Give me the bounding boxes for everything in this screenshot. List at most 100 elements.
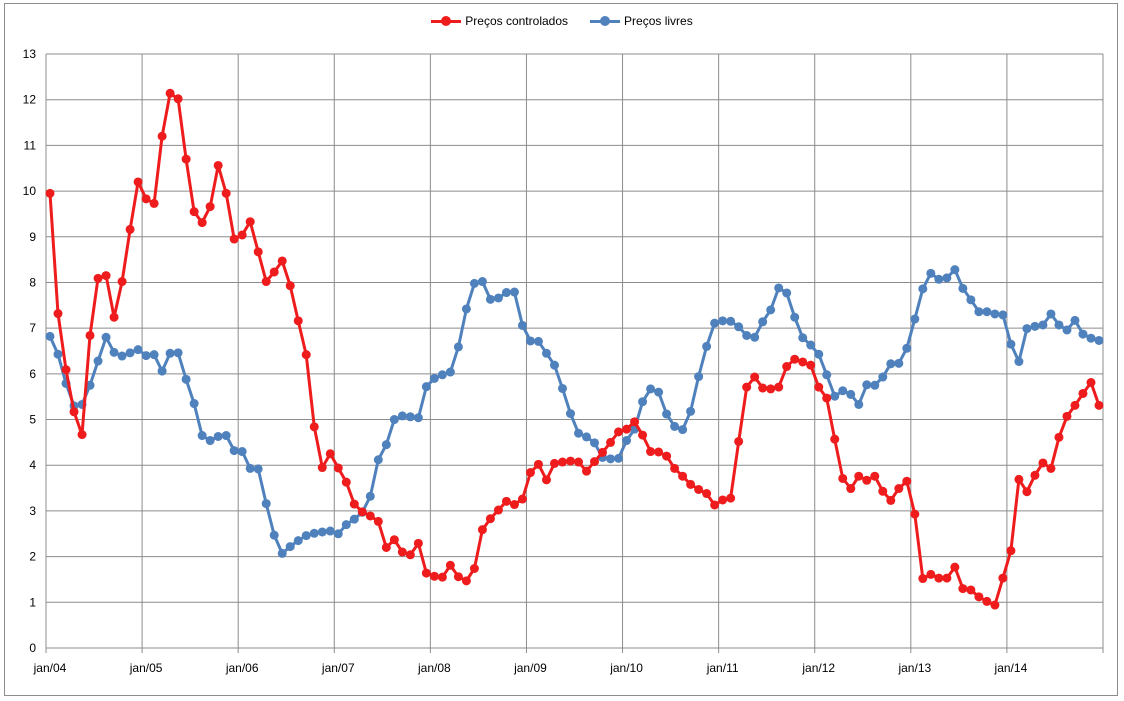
data-point-controlados bbox=[622, 424, 632, 434]
data-point-controlados bbox=[630, 417, 640, 427]
data-point-livres bbox=[445, 367, 455, 377]
data-point-controlados bbox=[654, 447, 664, 457]
y-tick-label: 11 bbox=[24, 138, 37, 152]
data-point-livres bbox=[501, 288, 511, 298]
data-point-livres bbox=[782, 288, 792, 298]
data-point-controlados bbox=[493, 505, 503, 515]
data-point-controlados bbox=[373, 516, 383, 526]
data-point-controlados bbox=[397, 547, 407, 557]
y-tick-label: 5 bbox=[29, 413, 36, 427]
y-tick-label: 2 bbox=[29, 550, 36, 564]
data-point-controlados bbox=[606, 437, 616, 447]
legend: Preços controlados Preços livres bbox=[0, 14, 1124, 28]
data-point-controlados bbox=[950, 562, 960, 572]
data-point-controlados bbox=[806, 360, 816, 370]
data-point-livres bbox=[974, 307, 984, 317]
data-point-controlados bbox=[45, 188, 55, 198]
data-point-livres bbox=[990, 309, 1000, 319]
data-point-livres bbox=[285, 542, 295, 552]
data-point-controlados bbox=[1006, 546, 1016, 556]
y-tick-label: 3 bbox=[29, 504, 36, 518]
data-point-livres bbox=[654, 387, 664, 397]
data-point-livres bbox=[934, 274, 944, 284]
data-point-livres bbox=[1022, 324, 1032, 334]
data-point-livres bbox=[926, 268, 936, 278]
x-tick-label: jan/05 bbox=[129, 661, 163, 675]
data-point-livres bbox=[53, 349, 63, 359]
data-point-livres bbox=[117, 351, 127, 361]
data-point-livres bbox=[670, 421, 680, 431]
x-tick-label: jan/07 bbox=[321, 661, 355, 675]
data-point-livres bbox=[646, 384, 656, 394]
y-tick-label: 8 bbox=[29, 275, 36, 289]
data-point-controlados bbox=[93, 273, 103, 283]
data-point-livres bbox=[165, 348, 175, 358]
data-point-controlados bbox=[413, 538, 423, 548]
data-point-livres bbox=[798, 333, 808, 343]
data-point-controlados bbox=[854, 471, 864, 481]
data-point-livres bbox=[758, 317, 768, 327]
data-point-livres bbox=[790, 312, 800, 322]
data-point-livres bbox=[1054, 320, 1064, 330]
data-point-controlados bbox=[822, 393, 832, 403]
data-point-livres bbox=[614, 453, 624, 463]
data-point-controlados bbox=[662, 451, 672, 461]
data-point-livres bbox=[101, 332, 111, 342]
data-point-livres bbox=[1006, 339, 1016, 349]
data-point-controlados bbox=[117, 277, 127, 287]
data-point-livres bbox=[950, 265, 960, 275]
data-point-livres bbox=[325, 526, 335, 536]
data-point-controlados bbox=[694, 484, 704, 494]
data-point-controlados bbox=[381, 542, 391, 552]
data-point-livres bbox=[830, 391, 840, 401]
data-point-controlados bbox=[149, 198, 159, 208]
data-point-livres bbox=[806, 340, 816, 350]
data-point-livres bbox=[966, 295, 976, 305]
data-point-livres bbox=[381, 440, 391, 450]
data-point-controlados bbox=[69, 407, 79, 417]
data-point-controlados bbox=[750, 372, 760, 382]
data-point-controlados bbox=[878, 486, 888, 496]
data-point-livres bbox=[333, 529, 343, 539]
data-point-livres bbox=[205, 436, 215, 446]
data-point-controlados bbox=[517, 494, 527, 504]
data-point-livres bbox=[694, 372, 704, 382]
data-point-controlados bbox=[966, 585, 976, 595]
data-point-livres bbox=[541, 348, 551, 358]
data-point-controlados bbox=[838, 473, 848, 483]
data-point-controlados bbox=[902, 476, 912, 486]
data-point-livres bbox=[469, 278, 479, 288]
data-point-livres bbox=[549, 360, 559, 370]
data-point-livres bbox=[814, 349, 824, 359]
data-point-controlados bbox=[918, 574, 928, 584]
data-point-controlados bbox=[405, 550, 415, 560]
data-point-controlados bbox=[790, 354, 800, 364]
data-point-livres bbox=[886, 359, 896, 369]
data-point-controlados bbox=[1054, 432, 1064, 442]
data-point-livres bbox=[1038, 320, 1048, 330]
data-point-livres bbox=[405, 412, 415, 422]
data-point-livres bbox=[822, 370, 832, 380]
data-point-controlados bbox=[53, 309, 63, 319]
y-tick-label: 13 bbox=[23, 47, 37, 61]
data-point-livres bbox=[854, 399, 864, 409]
data-point-controlados bbox=[910, 509, 920, 519]
data-point-livres bbox=[590, 438, 600, 448]
x-tick-label: jan/04 bbox=[33, 661, 67, 675]
data-point-controlados bbox=[477, 525, 487, 535]
x-tick-label: jan/14 bbox=[994, 661, 1028, 675]
data-point-livres bbox=[606, 454, 616, 464]
data-point-controlados bbox=[814, 382, 824, 392]
data-point-livres bbox=[493, 293, 503, 303]
data-point-controlados bbox=[237, 230, 247, 240]
data-point-controlados bbox=[702, 489, 712, 499]
data-point-livres bbox=[317, 527, 327, 537]
data-point-controlados bbox=[141, 194, 151, 204]
data-point-livres bbox=[277, 548, 287, 558]
data-point-controlados bbox=[862, 475, 872, 485]
data-point-livres bbox=[998, 310, 1008, 320]
data-point-livres bbox=[149, 350, 159, 360]
data-point-controlados bbox=[453, 572, 463, 582]
legend-swatch-controlados bbox=[431, 16, 462, 26]
data-point-livres bbox=[702, 341, 712, 351]
